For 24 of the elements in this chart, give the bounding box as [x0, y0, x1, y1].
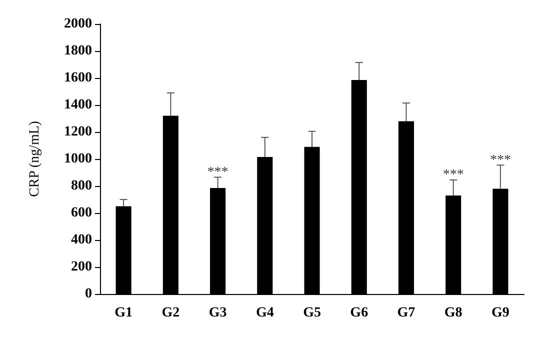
y-tick-label: 600: [71, 206, 92, 220]
y-tick-label: 200: [71, 260, 92, 274]
y-tick-label: 1000: [64, 152, 92, 166]
y-tick-label: 1600: [64, 70, 92, 86]
annotation: ***: [442, 168, 464, 183]
y-tick-label: 0: [85, 286, 92, 302]
y-axis-title: CRP (ng/mL): [28, 120, 42, 198]
y-tick-label: 800: [71, 178, 92, 194]
x-tick-label: G9: [492, 306, 510, 320]
x-tick-label: G3: [208, 306, 227, 320]
x-tick-label: G8: [444, 306, 462, 320]
y-tick-label: 1800: [64, 44, 92, 58]
x-tick-label: G4: [256, 306, 274, 320]
y-tick-label: 2000: [64, 16, 92, 32]
x-tick-label: G5: [303, 306, 321, 320]
annotation: ***: [490, 152, 511, 168]
y-tick-label: 1200: [64, 124, 92, 140]
x-tick-label: G6: [350, 306, 368, 320]
x-tick-label: G1: [114, 306, 132, 320]
annotation: ***: [207, 165, 228, 180]
x-tick-label: G2: [162, 306, 180, 320]
y-tick-label: 400: [71, 232, 92, 248]
x-tick-label: G7: [397, 306, 416, 320]
y-tick-label: 1400: [64, 98, 92, 112]
